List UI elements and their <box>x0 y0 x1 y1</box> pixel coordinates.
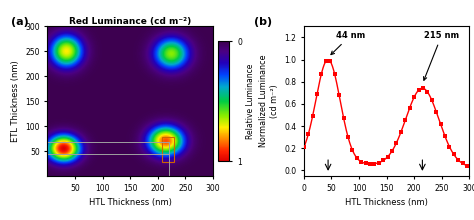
X-axis label: HTL Thickness (nm): HTL Thickness (nm) <box>345 198 428 207</box>
Text: 44 nm: 44 nm <box>331 31 365 55</box>
Text: 215 nm: 215 nm <box>424 31 459 80</box>
Text: (b): (b) <box>254 17 273 28</box>
Y-axis label: Normalized Luminance
(cd m⁻²): Normalized Luminance (cd m⁻²) <box>259 55 279 147</box>
Y-axis label: ETL Thickness (nm): ETL Thickness (nm) <box>10 60 19 142</box>
Y-axis label: Relative Luminance: Relative Luminance <box>246 64 255 139</box>
Bar <box>162 137 173 162</box>
X-axis label: HTL Thickness (nm): HTL Thickness (nm) <box>89 198 172 207</box>
Text: (a): (a) <box>11 17 29 28</box>
Title: Red Luminance (cd m⁻²): Red Luminance (cd m⁻²) <box>69 17 191 26</box>
